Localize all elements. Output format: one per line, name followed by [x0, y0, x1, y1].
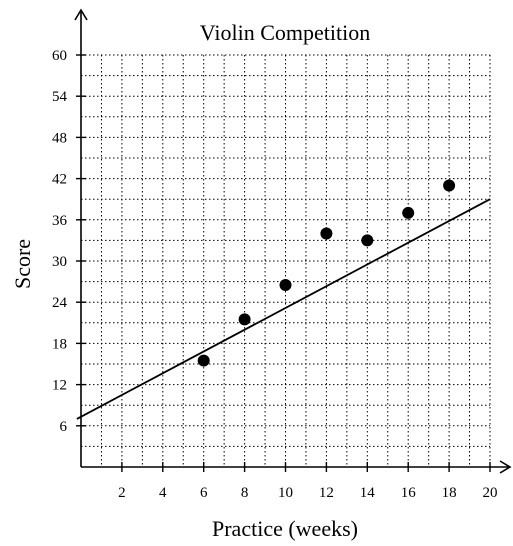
x-tick-label: 8 — [241, 485, 249, 501]
x-tick-label: 16 — [401, 485, 417, 501]
x-tick-label: 12 — [319, 485, 334, 501]
y-tick-label: 54 — [52, 89, 68, 105]
y-tick-label: 30 — [52, 254, 67, 270]
data-points — [197, 179, 456, 367]
axes — [74, 8, 512, 474]
x-tick-label: 2 — [118, 485, 126, 501]
chart-title: Violin Competition — [200, 20, 370, 45]
data-point — [238, 313, 251, 326]
y-tick-label: 42 — [52, 172, 67, 188]
y-tick-label: 12 — [52, 378, 67, 394]
grid — [81, 54, 491, 467]
data-point — [197, 354, 210, 367]
trend-line — [76, 198, 491, 420]
x-tick-label: 18 — [442, 485, 457, 501]
y-axis-arrow — [74, 8, 88, 21]
x-tick-label: 4 — [159, 485, 167, 501]
x-tick-label: 14 — [360, 485, 376, 501]
y-tick-label: 60 — [52, 48, 67, 64]
y-tick-label: 18 — [52, 336, 67, 352]
y-axis-label: Score — [10, 239, 35, 289]
data-point — [443, 179, 456, 192]
ticks — [76, 54, 491, 472]
y-tick-label: 6 — [60, 419, 68, 435]
data-point — [320, 227, 333, 240]
x-tick-label: 10 — [278, 485, 293, 501]
y-tick-label: 36 — [52, 213, 68, 229]
x-tick-label: 20 — [483, 485, 498, 501]
data-point — [361, 234, 374, 247]
y-tick-label: 24 — [52, 295, 68, 311]
trend-line-group — [76, 198, 491, 420]
data-point — [279, 279, 292, 292]
x-axis-label: Practice (weeks) — [212, 516, 358, 541]
y-tick-label: 48 — [52, 130, 67, 146]
x-axis-arrow — [499, 460, 512, 474]
data-point — [402, 206, 415, 219]
x-tick-label: 6 — [200, 485, 208, 501]
